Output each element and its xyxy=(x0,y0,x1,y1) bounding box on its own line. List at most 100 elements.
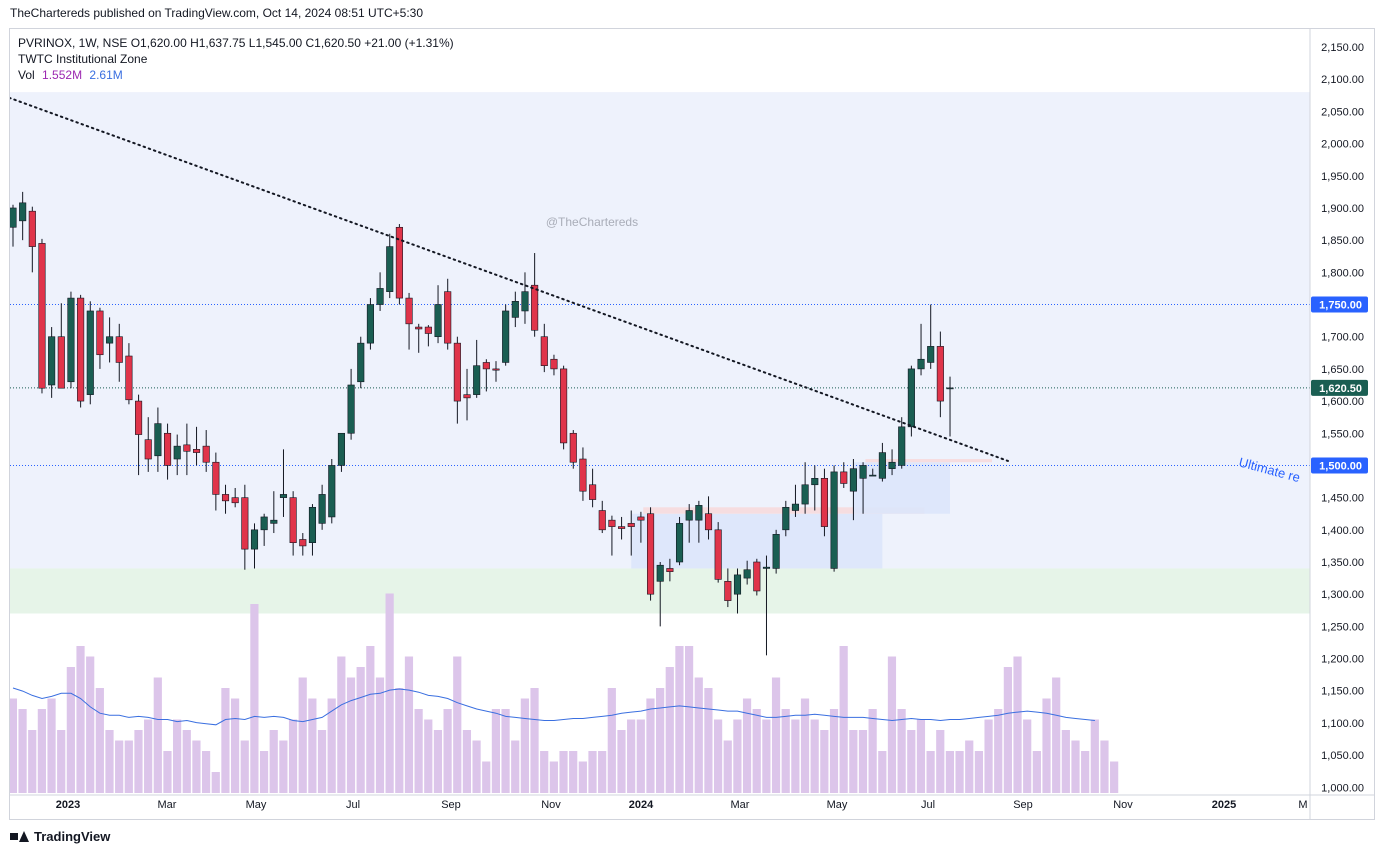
volume-bar xyxy=(105,730,114,793)
volume-bar xyxy=(1071,740,1080,793)
volume-bar xyxy=(598,751,607,793)
volume-bar xyxy=(182,730,191,793)
volume-bar xyxy=(482,761,491,793)
candle-down xyxy=(241,497,249,550)
volume-bar xyxy=(810,719,819,793)
candle-up xyxy=(106,336,114,344)
x-tick-label: 2024 xyxy=(629,799,654,811)
volume-bar xyxy=(771,677,781,793)
volume-bar xyxy=(945,751,955,793)
volume-bar xyxy=(240,740,249,793)
y-tick-label: 2,050.00 xyxy=(1321,106,1364,118)
y-tick-label: 1,000.00 xyxy=(1321,782,1364,794)
x-tick-label: Mar xyxy=(731,799,750,811)
volume-bar xyxy=(221,688,230,793)
volume-bar xyxy=(636,719,645,793)
tradingview-footer[interactable]: TradingView xyxy=(10,829,110,844)
chart-frame[interactable] xyxy=(9,28,1375,820)
volume-bar xyxy=(1090,719,1099,793)
watermark: @TheChartereds xyxy=(546,215,638,229)
symbol-legend[interactable]: PVRINOX, 1W, NSE O1,620.00 H1,637.75 L1,… xyxy=(18,36,454,50)
candle-up xyxy=(878,452,886,479)
y-tick-label: 1,850.00 xyxy=(1321,235,1364,247)
volume-bar xyxy=(202,751,211,793)
candle-down xyxy=(395,226,403,299)
volume-bar xyxy=(829,709,839,793)
y-tick-label: 1,950.00 xyxy=(1321,171,1364,183)
candle-up xyxy=(791,503,800,511)
candle-up xyxy=(86,310,94,395)
vol-ma-unit: M xyxy=(112,68,123,82)
candle-up xyxy=(279,494,288,498)
candle-down xyxy=(704,513,713,531)
volume-bar xyxy=(559,751,568,793)
price-label: 1,620.50 xyxy=(1319,383,1362,395)
volume-bar xyxy=(607,688,616,793)
candle-down xyxy=(579,458,587,492)
volume-bar xyxy=(742,698,752,793)
x-tick-label: Nov xyxy=(541,799,561,811)
y-tick-label: 1,400.00 xyxy=(1321,525,1364,537)
price-label: 1,500.00 xyxy=(1319,460,1362,472)
y-tick-label: 1,450.00 xyxy=(1321,493,1364,505)
candle-down xyxy=(231,497,239,504)
candle-down xyxy=(144,439,152,460)
x-tick-label: May xyxy=(827,799,848,811)
volume-bar xyxy=(965,740,974,793)
y-tick-label: 2,100.00 xyxy=(1321,74,1364,86)
volume-bar xyxy=(540,751,549,793)
volume-bar xyxy=(665,667,674,793)
volume-bar xyxy=(230,698,240,793)
x-tick-label: May xyxy=(246,799,267,811)
order-band-3 xyxy=(865,459,993,463)
volume-bar xyxy=(18,709,27,793)
volume-bar xyxy=(694,677,703,793)
candle-down xyxy=(492,368,500,371)
candle-up xyxy=(357,342,365,383)
candle-down xyxy=(192,449,201,453)
volume-bar xyxy=(250,604,259,793)
volume-bar xyxy=(424,719,433,793)
volume-bar xyxy=(752,709,761,793)
candle-up xyxy=(859,465,867,479)
volume-bar xyxy=(878,751,887,793)
candle-up xyxy=(318,494,326,524)
volume-bar xyxy=(134,730,143,793)
volume-bar xyxy=(346,677,356,793)
volume-bar xyxy=(713,719,723,793)
candle-down xyxy=(569,432,577,463)
volume-bar xyxy=(395,688,404,793)
volume-bar xyxy=(549,761,558,793)
volume-bar xyxy=(47,698,56,793)
volume-bar xyxy=(1032,751,1041,793)
volume-bar xyxy=(936,730,945,793)
indicator-legend[interactable]: TWTC Institutional Zone xyxy=(18,52,148,66)
price-label: 1,750.00 xyxy=(1319,300,1362,312)
volume-bar xyxy=(627,719,636,793)
volume-bar xyxy=(704,688,713,793)
candle-up xyxy=(898,426,906,466)
candle-down xyxy=(936,346,944,402)
candle-up xyxy=(801,484,809,505)
vol-unit: M xyxy=(72,68,83,82)
candle-up xyxy=(502,310,510,363)
volume-bar xyxy=(433,730,443,793)
volume-bar xyxy=(849,730,858,793)
candle-down xyxy=(531,284,539,331)
volume-legend[interactable]: Vol 1.552M 2.61M xyxy=(18,68,123,82)
candle-up xyxy=(695,505,703,521)
vol-value: 1.552 xyxy=(42,68,73,82)
vol-label: Vol xyxy=(18,68,35,82)
candle-up xyxy=(521,291,529,312)
volume-bar xyxy=(1110,761,1119,793)
candle-up xyxy=(308,506,317,543)
volume-bar xyxy=(288,719,298,793)
candle-up xyxy=(67,297,75,383)
order-block-3 xyxy=(853,462,951,514)
volume-bar xyxy=(57,730,66,793)
volume-bar xyxy=(462,730,472,793)
volume-ma-line xyxy=(12,687,1095,726)
candle-down xyxy=(115,336,123,363)
candle-up xyxy=(811,478,819,486)
